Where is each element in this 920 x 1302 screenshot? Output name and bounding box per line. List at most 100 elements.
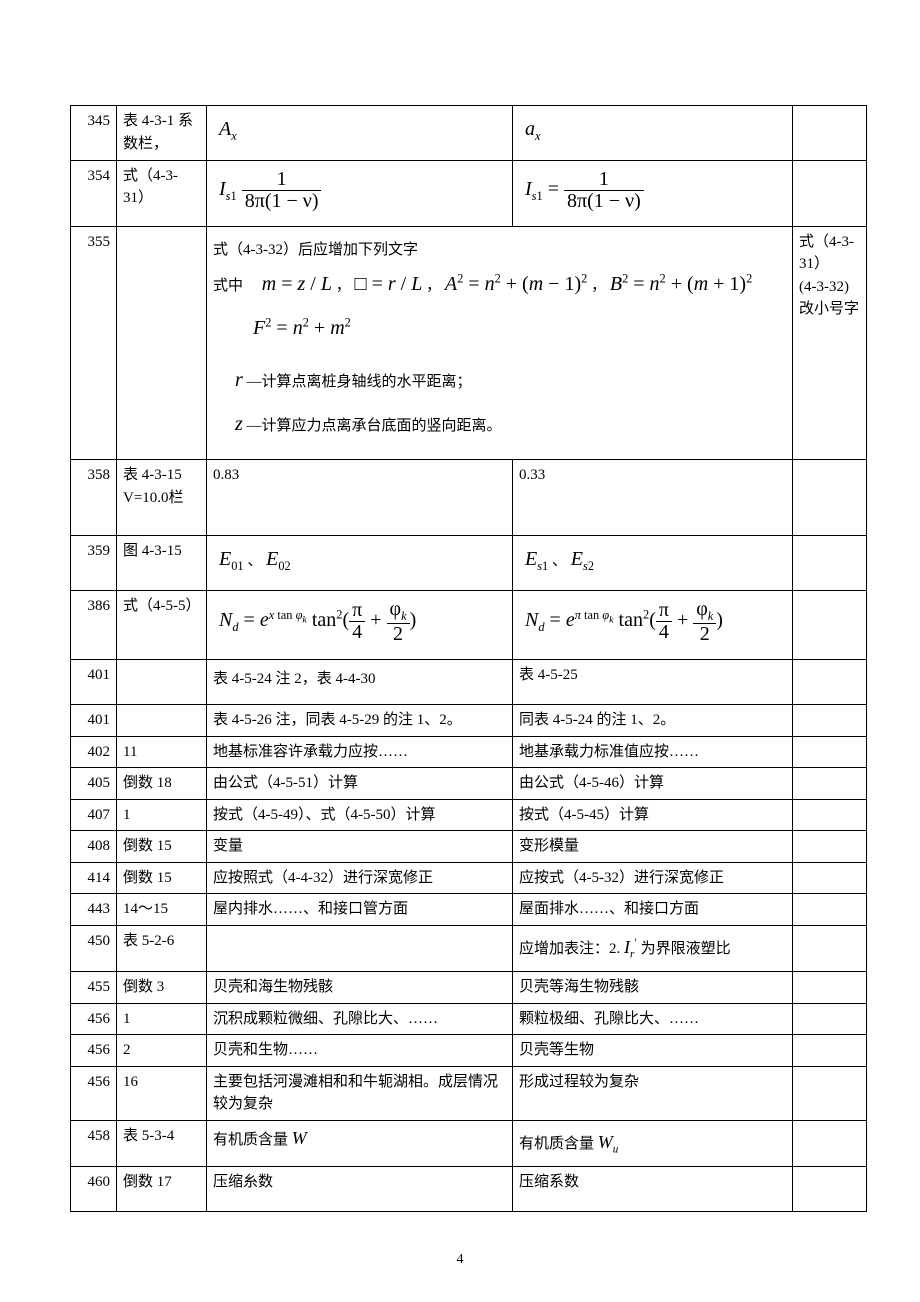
table-row: 386 式（4-5-5） Nd = ex tan φk tan2(π4 + φk… — [71, 590, 867, 659]
cell-loc: 式（4-3-31） — [117, 160, 207, 226]
cell-note — [793, 460, 867, 536]
text-prefix: 有机质含量 — [519, 1136, 594, 1152]
cell-note — [793, 1003, 867, 1035]
cell-page: 407 — [71, 799, 117, 831]
cell-page: 386 — [71, 590, 117, 659]
table-row: 408 倒数 15 变量 变形模量 — [71, 831, 867, 863]
table-row: 456 1 沉积成颗粒微细、孔隙比大、…… 颗粒极细、孔隙比大、…… — [71, 1003, 867, 1035]
cell-page: 354 — [71, 160, 117, 226]
cell-old: 压缩糸数 — [207, 1166, 513, 1212]
page-root: 345 表 4-3-1 系数栏， Ax ax 354 式（4-3-31） Is1… — [0, 0, 920, 1302]
cell-old: 贝壳和生物…… — [207, 1035, 513, 1067]
text-prefix: 式中 — [213, 278, 258, 294]
cell-page: 458 — [71, 1120, 117, 1166]
cell-loc: 倒数 15 — [117, 831, 207, 863]
table-row: 358 表 4-3-15 V=10.0栏 0.83 0.33 — [71, 460, 867, 536]
cell-note — [793, 925, 867, 971]
cell-note — [793, 1035, 867, 1067]
cell-old: 屋内排水……、和接口管方面 — [207, 894, 513, 926]
cell-new: 贝壳等海生物残骸 — [513, 972, 793, 1004]
page-number: 4 — [0, 1252, 920, 1268]
errata-table: 345 表 4-3-1 系数栏， Ax ax 354 式（4-3-31） Is1… — [70, 105, 867, 1212]
cell-new: 地基承载力标准值应按…… — [513, 736, 793, 768]
cell-old: 变量 — [207, 831, 513, 863]
cell-loc: 2 — [117, 1035, 207, 1067]
cell-note — [793, 160, 867, 226]
cell-note: 式（4-3-31） (4-3-32)改小号字 — [793, 226, 867, 460]
cell-note — [793, 1066, 867, 1120]
table-row: 405 倒数 18 由公式（4-5-51）计算 由公式（4-5-46）计算 — [71, 768, 867, 800]
cell-new: Es1 、 Es2 — [513, 536, 793, 591]
note-line: (4-3-32)改小号字 — [799, 276, 860, 321]
cell-note — [793, 894, 867, 926]
cell-loc: 倒数 17 — [117, 1166, 207, 1212]
text-prefix: 有机质含量 — [213, 1132, 288, 1148]
cell-loc — [117, 659, 207, 705]
note-line: 式（4-3-31） — [799, 231, 860, 276]
cell-note — [793, 831, 867, 863]
cell-note — [793, 106, 867, 161]
cell-loc: 16 — [117, 1066, 207, 1120]
table-row: 407 1 按式（4-5-49）、式（4-5-50）计算 按式（4-5-45）计… — [71, 799, 867, 831]
cell-note — [793, 862, 867, 894]
cell-note — [793, 1166, 867, 1212]
cell-old: 按式（4-5-49）、式（4-5-50）计算 — [207, 799, 513, 831]
table-row: 345 表 4-3-1 系数栏， Ax ax — [71, 106, 867, 161]
table-row: 456 2 贝壳和生物…… 贝壳等生物 — [71, 1035, 867, 1067]
cell-new: Nd = eπ tan φk tan2(π4 + φk2) — [513, 590, 793, 659]
cell-page: 456 — [71, 1066, 117, 1120]
cell-note — [793, 736, 867, 768]
cell-old: 主要包括河漫滩相和和牛轭湖相。成层情况较为复杂 — [207, 1066, 513, 1120]
cell-page: 414 — [71, 862, 117, 894]
cell-note — [793, 536, 867, 591]
cell-old: 贝壳和海生物残骸 — [207, 972, 513, 1004]
cell-loc: 1 — [117, 799, 207, 831]
cell-new: 压缩系数 — [513, 1166, 793, 1212]
cell-page: 456 — [71, 1035, 117, 1067]
table-row: 359 图 4-3-15 E01 、 E02 Es1 、 Es2 — [71, 536, 867, 591]
cell-old: 表 4-5-26 注，同表 4-5-29 的注 1、2。 — [207, 705, 513, 737]
cell-page: 408 — [71, 831, 117, 863]
cell-new: 屋面排水……、和接口方面 — [513, 894, 793, 926]
cell-page: 443 — [71, 894, 117, 926]
cell-loc: 倒数 18 — [117, 768, 207, 800]
cell-new: Is1 = 18π(1 − ν) — [513, 160, 793, 226]
cell-page: 345 — [71, 106, 117, 161]
cell-new: 有机质含量 Wu — [513, 1120, 793, 1166]
cell-loc: 倒数 3 — [117, 972, 207, 1004]
cell-new: 形成过程较为复杂 — [513, 1066, 793, 1120]
text-line: 式（4-3-32）后应增加下列文字 — [213, 235, 786, 266]
cell-new: 同表 4-5-24 的注 1、2。 — [513, 705, 793, 737]
cell-loc: 表 5-2-6 — [117, 925, 207, 971]
cell-loc: 式（4-5-5） — [117, 590, 207, 659]
cell-new: 贝壳等生物 — [513, 1035, 793, 1067]
cell-old: 0.83 — [207, 460, 513, 536]
cell-loc — [117, 226, 207, 460]
table-row: 402 11 地基标准容许承载力应按…… 地基承载力标准值应按…… — [71, 736, 867, 768]
cell-note — [793, 768, 867, 800]
cell-note — [793, 659, 867, 705]
cell-new: 由公式（4-5-46）计算 — [513, 768, 793, 800]
cell-new: 0.33 — [513, 460, 793, 536]
cell-loc: 倒数 15 — [117, 862, 207, 894]
table-row: 458 表 5-3-4 有机质含量 W 有机质含量 Wu — [71, 1120, 867, 1166]
cell-note — [793, 590, 867, 659]
cell-old: 沉积成颗粒微细、孔隙比大、…… — [207, 1003, 513, 1035]
cell-new: 应按式（4-5-32）进行深宽修正 — [513, 862, 793, 894]
text-suffix: 为界限液塑比 — [641, 941, 731, 957]
cell-merged: 式（4-3-32）后应增加下列文字 式中 m = z / L ， □ = r /… — [207, 226, 793, 460]
cell-page: 355 — [71, 226, 117, 460]
cell-old: Is1 18π(1 − ν) — [207, 160, 513, 226]
cell-note — [793, 705, 867, 737]
table-row: 401 表 4-5-26 注，同表 4-5-29 的注 1、2。 同表 4-5-… — [71, 705, 867, 737]
cell-page: 401 — [71, 705, 117, 737]
cell-loc: 表 4-3-1 系数栏， — [117, 106, 207, 161]
cell-page: 405 — [71, 768, 117, 800]
cell-old: 由公式（4-5-51）计算 — [207, 768, 513, 800]
cell-loc: 表 4-3-15 V=10.0栏 — [117, 460, 207, 536]
cell-loc: 表 5-3-4 — [117, 1120, 207, 1166]
cell-old: 地基标准容许承载力应按…… — [207, 736, 513, 768]
cell-old: Nd = ex tan φk tan2(π4 + φk2) — [207, 590, 513, 659]
table-row: 460 倒数 17 压缩糸数 压缩系数 — [71, 1166, 867, 1212]
cell-page: 450 — [71, 925, 117, 971]
